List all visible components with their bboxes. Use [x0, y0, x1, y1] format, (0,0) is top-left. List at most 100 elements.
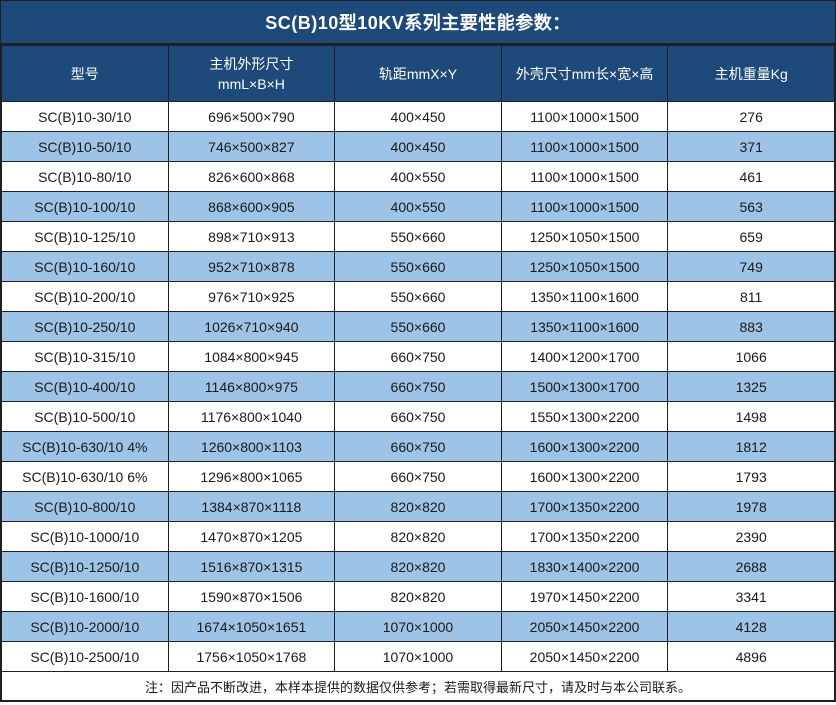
table-cell: 826×600×868: [167, 161, 336, 192]
table-cell: 1100×1000×1500: [500, 131, 669, 162]
table-row: SC(B)10-800/10 1384×870×1118 820×820 1700×1…: [1, 491, 835, 522]
table-cell: 746×500×827: [167, 131, 336, 162]
table-row: SC(B)10-100/10 868×600×905 400×550 1100×100…: [1, 191, 835, 222]
column-header-line: mmL×B×H: [217, 75, 285, 92]
table-cell: 883: [667, 311, 835, 342]
table-row: SC(B)10-200/10 976×710×925 550×660 1350×110…: [1, 281, 835, 312]
table-cell: 400×450: [334, 101, 502, 132]
table-cell: 1250×1050×1500: [500, 221, 669, 252]
table-cell: 3341: [667, 581, 835, 612]
table-cell: 1100×1000×1500: [500, 161, 669, 192]
table-cell: 660×750: [334, 431, 502, 462]
column-header-line: 主机重量Kg: [714, 65, 788, 82]
table-row: SC(B)10-1250/10 1516×870×1315 820×820 1830×…: [1, 551, 835, 582]
table-cell: 1498: [667, 401, 835, 432]
table-cell: 1550×1300×2200: [500, 401, 669, 432]
table-cell: 1978: [667, 491, 835, 522]
table-footer: 注：因产品不断改进，本样本提供的数据仅供参考；若需取得最新尺寸，请及时与本公司联…: [1, 671, 835, 701]
table-cell: 2050×1450×2200: [500, 611, 669, 642]
table-cell: 1260×800×1103: [167, 431, 336, 462]
table-cell: SC(B)10-125/10: [1, 221, 169, 252]
table-row: SC(B)10-80/10 826×600×868 400×550 1100×1000…: [1, 161, 835, 192]
table-cell: SC(B)10-2500/10: [1, 641, 169, 672]
table-cell: 1350×1100×1600: [500, 311, 669, 342]
table-cell: SC(B)10-250/10: [1, 311, 169, 342]
table-cell: 1700×1350×2200: [500, 491, 669, 522]
table-cell: 400×450: [334, 131, 502, 162]
table-cell: SC(B)10-200/10: [1, 281, 169, 312]
table-body: SC(B)10-30/10 696×500×790 400×450 1100×1000…: [1, 101, 835, 672]
table-cell: SC(B)10-500/10: [1, 401, 169, 432]
column-header-line: 外壳尺寸mm长×宽×高: [515, 65, 654, 82]
table-cell: 659: [667, 221, 835, 252]
column-header: 型号: [1, 45, 169, 102]
table-cell: 1250×1050×1500: [500, 251, 669, 282]
spec-table: 型号 主机外形尺寸 mmL×B×H 轨距mmX×Y 外壳尺寸mm长×宽×高 主机重量Kg …: [1, 45, 835, 701]
table-cell: 1176×800×1040: [167, 401, 336, 432]
table-cell: SC(B)10-800/10: [1, 491, 169, 522]
table-cell: 820×820: [334, 581, 502, 612]
table-cell: 2390: [667, 521, 835, 552]
table-cell: SC(B)10-30/10: [1, 101, 169, 132]
table-cell: 660×750: [334, 341, 502, 372]
table-cell: 550×660: [334, 281, 502, 312]
table-cell: 550×660: [334, 251, 502, 282]
table-cell: 1084×800×945: [167, 341, 336, 372]
table-row: SC(B)10-630/10 4% 1260×800×1103 660×750 160…: [1, 431, 835, 462]
table-cell: 4896: [667, 641, 835, 672]
table-cell: 868×600×905: [167, 191, 336, 222]
table-cell: 1674×1050×1651: [167, 611, 336, 642]
table-cell: SC(B)10-630/10 6%: [1, 461, 169, 492]
table-cell: 898×710×913: [167, 221, 336, 252]
table-cell: 660×750: [334, 401, 502, 432]
table-cell: 696×500×790: [167, 101, 336, 132]
table-cell: SC(B)10-1250/10: [1, 551, 169, 582]
table-cell: SC(B)10-100/10: [1, 191, 169, 222]
table-cell: SC(B)10-1600/10: [1, 581, 169, 612]
table-cell: 1470×870×1205: [167, 521, 336, 552]
column-header-line: 型号: [70, 65, 99, 82]
header-row: 型号 主机外形尺寸 mmL×B×H 轨距mmX×Y 外壳尺寸mm长×宽×高 主机重量Kg: [1, 45, 835, 102]
table-cell: 1384×870×1118: [167, 491, 336, 522]
table-header: 型号 主机外形尺寸 mmL×B×H 轨距mmX×Y 外壳尺寸mm长×宽×高 主机重量Kg: [1, 45, 835, 102]
table-cell: 1500×1300×1700: [500, 371, 669, 402]
table-cell: 1830×1400×2200: [500, 551, 669, 582]
table-cell: 550×660: [334, 221, 502, 252]
table-row: SC(B)10-2500/10 1756×1050×1768 1070×1000 20…: [1, 641, 835, 672]
table-cell: 1100×1000×1500: [500, 191, 669, 222]
table-row: SC(B)10-1600/10 1590×870×1506 820×820 1970×…: [1, 581, 835, 612]
table-cell: 1146×800×975: [167, 371, 336, 402]
table-cell: 400×550: [334, 191, 502, 222]
column-header-line: 主机外形尺寸: [209, 55, 294, 72]
table-cell: 2688: [667, 551, 835, 582]
table-row: SC(B)10-315/10 1084×800×945 660×750 1400×12…: [1, 341, 835, 372]
table-row: SC(B)10-2000/10 1674×1050×1651 1070×1000 20…: [1, 611, 835, 642]
table-cell: 1970×1450×2200: [500, 581, 669, 612]
table-cell: 1812: [667, 431, 835, 462]
table-row: SC(B)10-30/10 696×500×790 400×450 1100×1000…: [1, 101, 835, 132]
table-cell: 1700×1350×2200: [500, 521, 669, 552]
table-row: SC(B)10-160/10 952×710×878 550×660 1250×105…: [1, 251, 835, 282]
table-cell: SC(B)10-50/10: [1, 131, 169, 162]
table-row: SC(B)10-1000/10 1470×870×1205 820×820 1700×…: [1, 521, 835, 552]
table-cell: 276: [667, 101, 835, 132]
table-cell: 1600×1300×2200: [500, 431, 669, 462]
table-cell: 400×550: [334, 161, 502, 192]
column-header: 主机重量Kg: [667, 45, 835, 102]
table-cell: SC(B)10-80/10: [1, 161, 169, 192]
table-cell: SC(B)10-2000/10: [1, 611, 169, 642]
table-cell: 1590×870×1506: [167, 581, 336, 612]
table-cell: 1026×710×940: [167, 311, 336, 342]
table-cell: 820×820: [334, 551, 502, 582]
table-cell: 4128: [667, 611, 835, 642]
table-row: SC(B)10-500/10 1176×800×1040 660×750 1550×1…: [1, 401, 835, 432]
table-cell: 976×710×925: [167, 281, 336, 312]
column-header: 外壳尺寸mm长×宽×高: [500, 45, 669, 102]
column-header-line: 轨距mmX×Y: [378, 65, 458, 82]
table-cell: 1793: [667, 461, 835, 492]
column-header: 轨距mmX×Y: [334, 45, 502, 102]
table-row: SC(B)10-400/10 1146×800×975 660×750 1500×13…: [1, 371, 835, 402]
table-row: SC(B)10-630/10 6% 1296×800×1065 660×750 160…: [1, 461, 835, 492]
table-cell: SC(B)10-160/10: [1, 251, 169, 282]
